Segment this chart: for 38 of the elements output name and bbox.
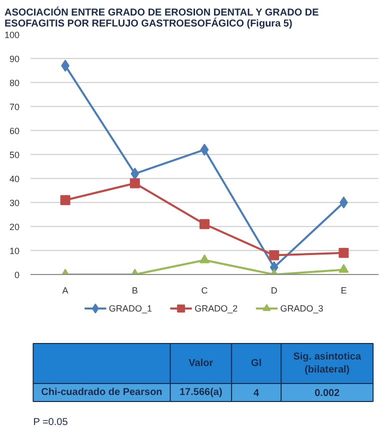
y-tick-label: 50 (9, 150, 20, 160)
text: 0.002 (314, 388, 340, 399)
legend-label: GRADO_1 (108, 304, 152, 314)
text: 4 (254, 388, 260, 399)
point (200, 254, 210, 264)
point (200, 144, 209, 156)
text: 17.566(a) (179, 387, 222, 398)
legend-label: GRADO_2 (194, 304, 238, 314)
point (338, 264, 349, 273)
x-tick-label: D (270, 286, 278, 296)
point (340, 196, 348, 208)
y-tick-label: 70 (9, 102, 20, 112)
point (130, 168, 140, 180)
y-tick-label: 30 (9, 198, 20, 208)
y-tick-label: 80 (9, 78, 20, 88)
point (60, 195, 70, 206)
point (200, 219, 210, 230)
text: Valor (188, 358, 214, 369)
x-tick-label: A (62, 286, 68, 296)
text: Chi-cuadrado de Pearson (41, 387, 162, 398)
y-tick-label: 100 (4, 30, 20, 40)
x-tick-label: B (132, 286, 138, 296)
point (130, 178, 140, 188)
y-tick-label: 40 (9, 174, 20, 184)
y-tick-label: 60 (9, 126, 20, 136)
x-tick-label: E (340, 286, 347, 296)
x-tick-label: C (201, 286, 208, 296)
y-tick-label: 0 (14, 270, 20, 280)
y-tick-label: 20 (9, 222, 20, 232)
legend-label: GRADO_3 (280, 304, 324, 314)
y-tick-label: 90 (9, 54, 20, 64)
text: Gl (251, 358, 262, 369)
chart-title: ASOCIACIÓN ENTRE GRADO DE EROSION DENTAL Y GRADO DE ESOFAGITIS POR REFLUJO GASTROESOFÁGICO (Figura 5) (4, 6, 320, 30)
y-tick-label: 10 (9, 246, 20, 256)
text: P =0.05 (33, 417, 68, 428)
point (338, 248, 349, 258)
point (269, 250, 280, 260)
text: Sig. asintotica (bilateral) (293, 352, 362, 376)
